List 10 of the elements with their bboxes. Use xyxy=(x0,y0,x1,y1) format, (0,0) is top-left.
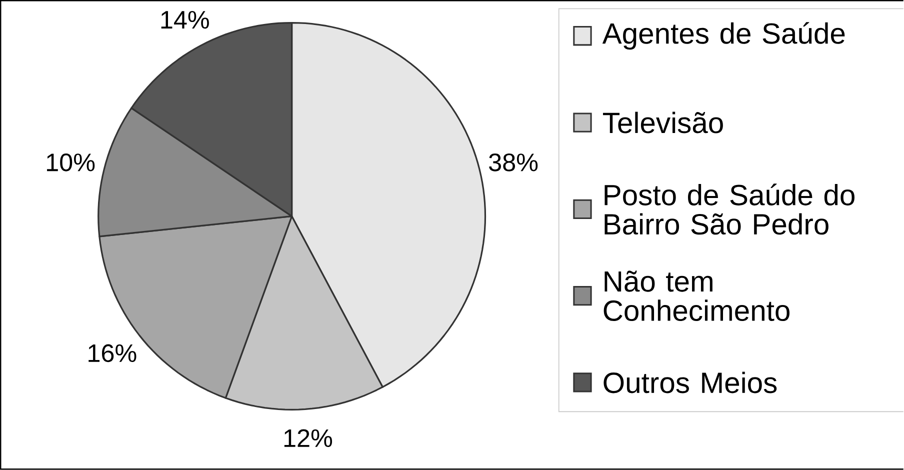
legend-label: Outros Meios xyxy=(604,372,777,394)
data-label: 14% xyxy=(161,11,209,29)
data-label: 12% xyxy=(284,429,332,448)
legend-label: Televisão xyxy=(602,112,723,134)
data-label: 38% xyxy=(489,154,538,172)
legend-label: Agentes de Saúde xyxy=(602,22,845,50)
legend-label: Não tem Conhecimento xyxy=(604,270,790,322)
legend-label: Posto de Saúde do Bairro São Pedro xyxy=(604,184,854,235)
data-label: 10% xyxy=(47,154,95,172)
data-label: 16% xyxy=(88,344,136,362)
